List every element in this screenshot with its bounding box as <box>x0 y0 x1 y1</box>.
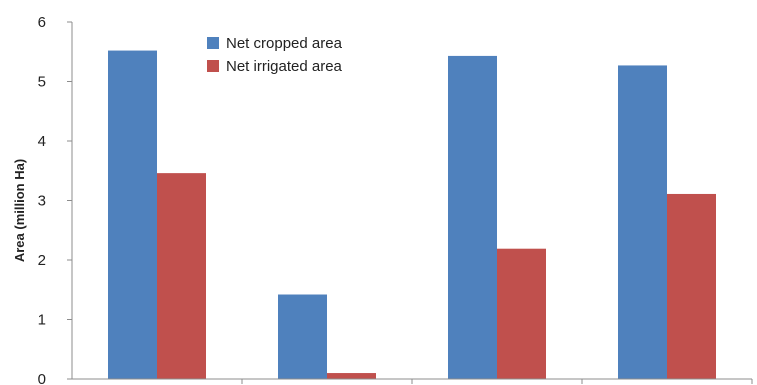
y-tick-label: 6 <box>38 14 46 31</box>
y-tick-label: 5 <box>38 74 46 91</box>
bars <box>108 50 716 380</box>
x-axis-ticks <box>241 379 753 384</box>
bar-net-irrigated-4 <box>667 193 716 379</box>
legend-swatch <box>207 37 219 49</box>
bar-net-irrigated-2 <box>327 373 376 379</box>
y-axis-title: Area (million Ha) <box>12 159 27 262</box>
legend: Net cropped area Net irrigated area <box>207 35 343 75</box>
legend-swatch <box>207 60 219 72</box>
bar-net-cropped-2 <box>278 294 327 379</box>
bar-net-cropped-4 <box>618 65 667 379</box>
y-tick-label: 2 <box>38 252 46 269</box>
y-tick-label: 0 <box>38 371 46 385</box>
y-axis-ticks: 0 1 2 3 4 5 6 <box>38 14 72 385</box>
bar-net-cropped-1 <box>108 50 157 380</box>
bar-net-irrigated-3 <box>497 248 546 379</box>
legend-label: Net cropped area <box>226 35 343 52</box>
bar-net-irrigated-1 <box>157 173 206 379</box>
legend-label: Net irrigated area <box>226 58 343 75</box>
y-tick-label: 3 <box>38 193 46 210</box>
y-tick-label: 4 <box>38 133 46 150</box>
bar-net-cropped-3 <box>448 55 497 379</box>
y-tick-label: 1 <box>38 312 46 329</box>
